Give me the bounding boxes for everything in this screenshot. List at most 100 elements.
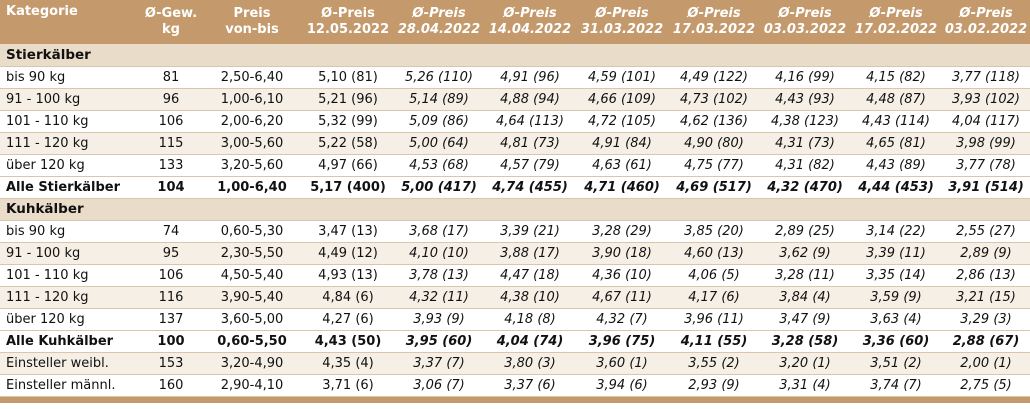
row-avg-price: 4,44 (453) bbox=[850, 176, 942, 199]
total-row: Alle Kuhkälber 100 0,60-5,50 4,43 (50) 3,95 … bbox=[0, 330, 1030, 353]
section-header: Stierkälber bbox=[0, 44, 1030, 67]
row-weight: 116 bbox=[140, 286, 202, 309]
row-price-range: 3,90-5,40 bbox=[202, 286, 302, 309]
row-avg-price: 4,91 (84) bbox=[576, 132, 668, 155]
row-avg-price: 4,32 (7) bbox=[576, 308, 668, 331]
row-price-range: 2,30-5,50 bbox=[202, 242, 302, 265]
row-avg-price: 3,31 (4) bbox=[760, 374, 850, 397]
row-avg-price: 3,63 (4) bbox=[850, 308, 942, 331]
row-avg-price: 4,62 (136) bbox=[668, 110, 760, 133]
row-price-range: 3,60-5,00 bbox=[202, 308, 302, 331]
row-avg-price: 3,77 (78) bbox=[942, 154, 1030, 177]
row-avg-price: 3,29 (3) bbox=[942, 308, 1030, 331]
row-avg-price: 2,89 (9) bbox=[942, 242, 1030, 265]
row-avg-price: 4,84 (6) bbox=[302, 286, 394, 309]
row-weight: 137 bbox=[140, 308, 202, 331]
row-avg-price: 3,60 (1) bbox=[576, 352, 668, 375]
row-avg-price: 3,21 (15) bbox=[942, 286, 1030, 309]
row-price-range: 1,00-6,40 bbox=[202, 176, 302, 199]
header-price-14-04-2022: Ø-Preis 14.04.2022 bbox=[484, 0, 576, 44]
row-price-range: 2,50-6,40 bbox=[202, 66, 302, 89]
row-avg-price: 4,97 (66) bbox=[302, 154, 394, 177]
row-avg-price: 5,21 (96) bbox=[302, 88, 394, 111]
row-avg-price: 4,67 (11) bbox=[576, 286, 668, 309]
row-avg-price: 3,88 (17) bbox=[484, 242, 576, 265]
row-avg-price: 4,59 (101) bbox=[576, 66, 668, 89]
row-avg-price: 4,57 (79) bbox=[484, 154, 576, 177]
row-avg-price: 3,55 (2) bbox=[668, 352, 760, 375]
row-avg-price: 3,96 (75) bbox=[576, 330, 668, 353]
row-avg-price: 4,74 (455) bbox=[484, 176, 576, 199]
row-avg-price: 4,48 (87) bbox=[850, 88, 942, 111]
section-title: Kuhkälber bbox=[0, 198, 1030, 221]
row-avg-price: 3,35 (14) bbox=[850, 264, 942, 287]
row-avg-price: 4,43 (114) bbox=[850, 110, 942, 133]
row-avg-price: 3,37 (6) bbox=[484, 374, 576, 397]
row-avg-price: 3,06 (7) bbox=[394, 374, 484, 397]
row-avg-price: 3,71 (6) bbox=[302, 374, 394, 397]
header-price-28-04-2022: Ø-Preis 28.04.2022 bbox=[394, 0, 484, 44]
row-avg-price: 4,10 (10) bbox=[394, 242, 484, 265]
row-price-range: 3,20-5,60 bbox=[202, 154, 302, 177]
table-row: über 120 kg 133 3,20-5,60 4,97 (66) 4,53 (68… bbox=[0, 154, 1030, 177]
row-avg-price: 4,93 (13) bbox=[302, 264, 394, 287]
row-avg-price: 3,77 (118) bbox=[942, 66, 1030, 89]
row-avg-price: 4,53 (68) bbox=[394, 154, 484, 177]
row-weight: 96 bbox=[140, 88, 202, 111]
row-label: 101 - 110 kg bbox=[0, 264, 140, 287]
row-price-range: 0,60-5,30 bbox=[202, 220, 302, 243]
section-title: Stierkälber bbox=[0, 44, 1030, 67]
row-avg-price: 4,91 (96) bbox=[484, 66, 576, 89]
header-kategorie: Kategorie bbox=[0, 0, 140, 44]
row-avg-price: 3,28 (29) bbox=[576, 220, 668, 243]
row-weight: 81 bbox=[140, 66, 202, 89]
row-avg-price: 4,49 (12) bbox=[302, 242, 394, 265]
row-avg-price: 4,38 (10) bbox=[484, 286, 576, 309]
row-avg-price: 4,63 (61) bbox=[576, 154, 668, 177]
row-avg-price: 4,69 (517) bbox=[668, 176, 760, 199]
row-avg-price: 2,00 (1) bbox=[942, 352, 1030, 375]
row-weight: 100 bbox=[140, 330, 202, 353]
table-row: Einsteller männl. 160 2,90-4,10 3,71 (6) 3,0… bbox=[0, 374, 1030, 397]
table-row: 101 - 110 kg 106 2,00-6,20 5,32 (99) 5,09 (8… bbox=[0, 110, 1030, 133]
row-weight: 115 bbox=[140, 132, 202, 155]
row-avg-price: 4,17 (6) bbox=[668, 286, 760, 309]
row-avg-price: 3,98 (99) bbox=[942, 132, 1030, 155]
table-row: 111 - 120 kg 116 3,90-5,40 4,84 (6) 4,32 (11… bbox=[0, 286, 1030, 309]
row-avg-price: 3,62 (9) bbox=[760, 242, 850, 265]
row-weight: 106 bbox=[140, 264, 202, 287]
table-row: bis 90 kg 81 2,50-6,40 5,10 (81) 5,26 (110) 4… bbox=[0, 66, 1030, 89]
row-avg-price: 5,22 (58) bbox=[302, 132, 394, 155]
row-avg-price: 4,06 (5) bbox=[668, 264, 760, 287]
row-avg-price: 4,65 (81) bbox=[850, 132, 942, 155]
header-price-03-02-2022: Ø-Preis 03.02.2022 bbox=[942, 0, 1030, 44]
row-avg-price: 4,04 (74) bbox=[484, 330, 576, 353]
row-avg-price: 3,93 (9) bbox=[394, 308, 484, 331]
row-avg-price: 3,90 (18) bbox=[576, 242, 668, 265]
row-price-range: 1,00-6,10 bbox=[202, 88, 302, 111]
row-price-range: 2,00-6,20 bbox=[202, 110, 302, 133]
header-price-12-05-2022: Ø-Preis 12.05.2022 bbox=[302, 0, 394, 44]
row-avg-price: 4,73 (102) bbox=[668, 88, 760, 111]
row-avg-price: 4,36 (10) bbox=[576, 264, 668, 287]
row-avg-price: 4,71 (460) bbox=[576, 176, 668, 199]
row-avg-price: 4,60 (13) bbox=[668, 242, 760, 265]
row-avg-price: 3,47 (9) bbox=[760, 308, 850, 331]
row-avg-price: 3,78 (13) bbox=[394, 264, 484, 287]
row-avg-price: 5,32 (99) bbox=[302, 110, 394, 133]
row-avg-price: 5,10 (81) bbox=[302, 66, 394, 89]
bottom-bar bbox=[0, 396, 1030, 403]
row-avg-price: 3,94 (6) bbox=[576, 374, 668, 397]
header-row: Kategorie Ø-Gew. kg Preis von-bis Ø-Preis 1… bbox=[0, 0, 1030, 44]
row-weight: 106 bbox=[140, 110, 202, 133]
row-avg-price: 3,93 (102) bbox=[942, 88, 1030, 111]
row-avg-price: 3,28 (58) bbox=[760, 330, 850, 353]
row-avg-price: 4,47 (18) bbox=[484, 264, 576, 287]
row-label: 111 - 120 kg bbox=[0, 132, 140, 155]
row-avg-price: 3,85 (20) bbox=[668, 220, 760, 243]
row-price-range: 2,90-4,10 bbox=[202, 374, 302, 397]
row-avg-price: 4,81 (73) bbox=[484, 132, 576, 155]
row-label: Einsteller weibl. bbox=[0, 352, 140, 375]
row-avg-price: 5,00 (64) bbox=[394, 132, 484, 155]
row-weight: 160 bbox=[140, 374, 202, 397]
